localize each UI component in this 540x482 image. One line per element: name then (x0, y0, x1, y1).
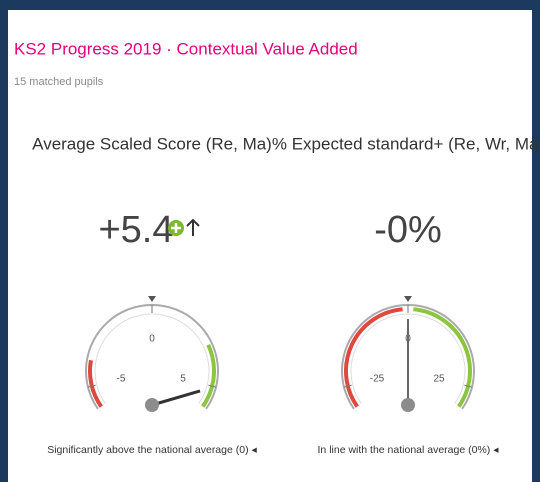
up-arrow (186, 218, 200, 236)
gauge-tick (208, 384, 217, 388)
gauge-tick-label: -25 (370, 373, 385, 384)
gauge-value: -0% (374, 209, 442, 251)
gauge-inner-arc (94, 313, 210, 404)
gauge-band-low (88, 359, 103, 408)
gauge-tick-label: -5 (117, 373, 126, 384)
gauge-pointer (148, 296, 156, 302)
gauge-caption: Significantly above the national average… (47, 444, 257, 456)
gauge-tick (464, 384, 473, 388)
gauge-heading: % Expected standard+ (Re, Wr, Ma) (272, 134, 540, 153)
gauge-heading: Average Scaled Score (Re, Ma) (32, 134, 272, 153)
gauge-pointer (404, 296, 412, 302)
gauge-tick-label: 0 (149, 334, 155, 345)
gauge-caption: In line with the national average (0%) ◂ (318, 444, 500, 456)
gauge-tick (87, 384, 96, 388)
gauge-inner-arc (350, 313, 466, 404)
gauge-band-low (344, 307, 403, 408)
gauge-tick-label: 25 (433, 373, 445, 384)
title: KS2 Progress 2019 · Contextual Value Add… (14, 39, 358, 58)
gauge-tick (343, 384, 352, 388)
gauge-value: +5.4 (98, 209, 173, 251)
gauge-tick-label: 5 (180, 373, 186, 384)
gauge-hub (145, 398, 159, 412)
gauge-hub (401, 398, 415, 412)
plus-sign (171, 223, 181, 233)
gauge-needle (151, 389, 201, 407)
gauge-band-high (201, 343, 216, 408)
subtitle: 15 matched pupils (14, 76, 104, 88)
gauge-band-high (413, 307, 472, 408)
